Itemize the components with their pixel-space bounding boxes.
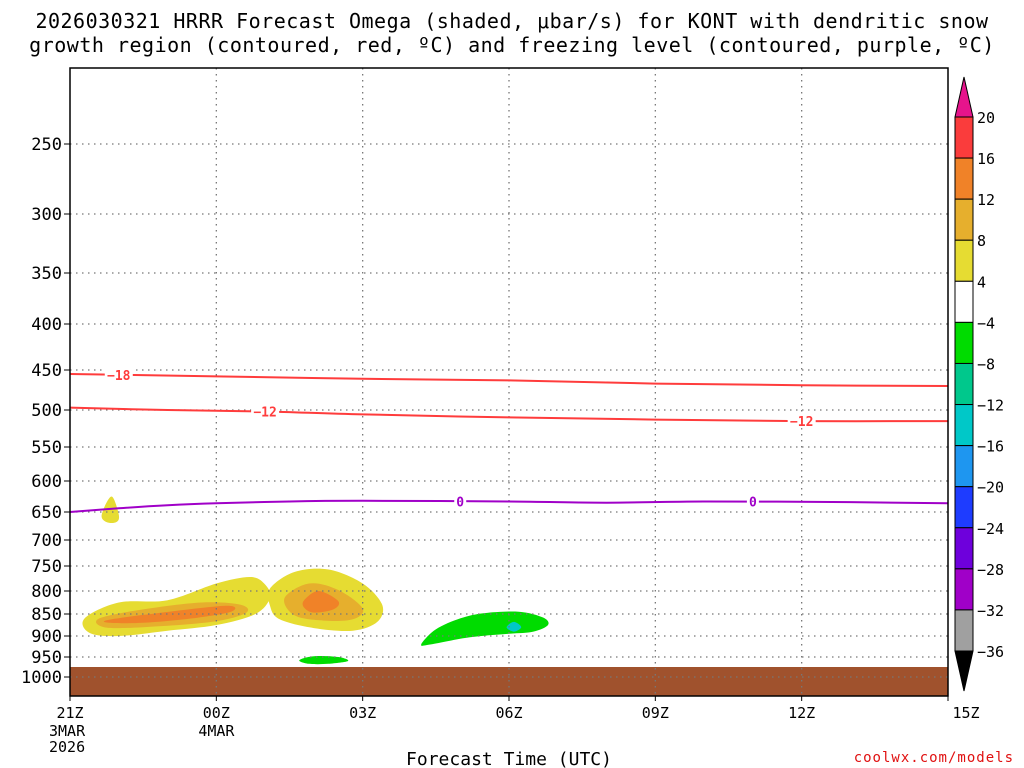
colorbar-swatch [954, 280, 974, 323]
x-tick-label: 15Z [952, 704, 979, 722]
y-tick-label: 550 [31, 438, 62, 458]
omega-neg-4-east [421, 611, 549, 646]
x-date-label: 3MAR [49, 722, 86, 740]
colorbar-label: −28 [977, 561, 1004, 579]
contour-layer: −18 −12 −12 0 0 [69, 367, 949, 513]
credit-text: coolwx.com/models [853, 750, 1014, 766]
x-tick-label: 03Z [349, 704, 376, 722]
y-tick-label: 850 [31, 605, 62, 625]
omega-shading-layer [82, 496, 549, 665]
x-tick-label: 21Z [56, 704, 83, 722]
colorbar-swatch [954, 321, 974, 364]
y-tick-label: 300 [31, 205, 62, 225]
colorbar-label: 12 [977, 191, 995, 209]
colorbar-swatch [954, 609, 974, 652]
colorbar-label: −36 [977, 643, 1004, 661]
colorbar-label: 8 [977, 232, 986, 250]
y-tick-label: 350 [31, 264, 62, 284]
dgz-minus18-label-bg [104, 367, 133, 382]
x-tick-label: 09Z [642, 704, 669, 722]
dgz-minus18-contour [69, 373, 949, 387]
colorbar-label: 16 [977, 150, 995, 168]
omega-neg-4-low [299, 655, 349, 665]
freezing-level-label: 0 [456, 495, 464, 510]
colorbar-swatch [954, 404, 974, 447]
y-tick-label: 800 [31, 582, 62, 602]
colorbar-swatch [954, 362, 974, 406]
colorbar: 20 16 12 8 4 −4 −8 −12 −16 −20 −24 −28 −32 −36 [954, 76, 1004, 692]
colorbar-label: −12 [977, 397, 1004, 415]
freezing-level-contour [69, 499, 949, 513]
colorbar-swatch [954, 527, 974, 570]
colorbar-label: 4 [977, 273, 986, 291]
dgz-minus12-label-bg [251, 404, 280, 419]
y-tick-label: 250 [31, 135, 62, 155]
freezing-level-label-bg [746, 494, 759, 509]
dgz-minus12-label: −12 [253, 405, 276, 420]
y-tick-label: 700 [31, 531, 62, 551]
x-tick-label: 06Z [495, 704, 522, 722]
colorbar-top-arrow [954, 76, 974, 118]
freezing-level-label-bg [454, 494, 467, 509]
dgz-minus12-label: −12 [790, 415, 813, 430]
x-tick-label: 00Z [203, 704, 230, 722]
y-tick-label: 500 [31, 401, 62, 421]
axes-layer: 2503003504004505005506006507007508008509… [21, 67, 980, 768]
colorbar-label: −4 [977, 314, 995, 332]
colorbar-swatch [954, 157, 974, 200]
colorbar-swatch [954, 486, 974, 529]
y-tick-label: 900 [31, 627, 62, 647]
colorbar-label: −16 [977, 438, 1004, 456]
dgz-minus18-label: −18 [107, 369, 131, 384]
y-tick-label: 1000 [21, 668, 62, 688]
colorbar-label: −8 [977, 355, 995, 373]
colorbar-label: −32 [977, 602, 1004, 620]
colorbar-label: 20 [977, 109, 995, 127]
colorbar-swatch [954, 198, 974, 241]
y-tick-label: 950 [31, 648, 62, 668]
colorbar-label: −24 [977, 520, 1004, 538]
grid-layer [70, 68, 948, 696]
omega-neg-8-dot [506, 621, 522, 632]
colorbar-label: −20 [977, 479, 1004, 497]
chart-title-line-2: growth region (contoured, red, ºC) and f… [29, 33, 995, 57]
x-date-label: 4MAR [198, 722, 235, 740]
dgz-minus12-label-bg [787, 414, 816, 429]
y-tick-label: 650 [31, 503, 62, 523]
colorbar-swatch [954, 445, 974, 488]
omega-pos-12-west [103, 605, 236, 624]
freezing-level-label: 0 [749, 496, 757, 511]
y-tick-label: 600 [31, 472, 62, 492]
x-tick-label: 12Z [788, 704, 815, 722]
colorbar-swatch [954, 568, 974, 611]
x-axis-title: Forecast Time (UTC) [406, 749, 612, 768]
chart-title-line-1: 2026030321 HRRR Forecast Omega (shaded, … [35, 9, 989, 33]
y-tick-label: 750 [31, 557, 62, 577]
colorbar-swatch [954, 116, 974, 159]
omega-pos-12-east [302, 590, 340, 613]
colorbar-bottom-arrow [954, 650, 974, 692]
colorbar-swatch [954, 239, 974, 282]
x-date-label: 2026 [49, 738, 85, 756]
y-tick-label: 400 [31, 315, 62, 335]
y-tick-label: 450 [31, 361, 62, 381]
